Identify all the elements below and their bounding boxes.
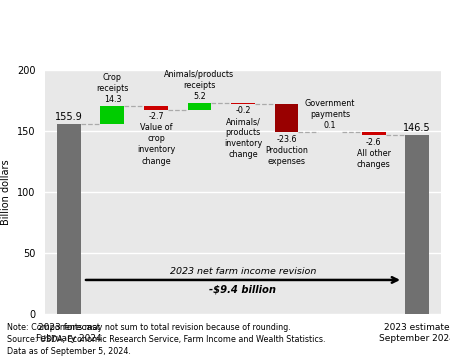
Text: 2023 net farm income revision: 2023 net farm income revision [170,267,316,276]
Bar [57,124,81,314]
Text: -2.7
Value of
crop
inventory
change: -2.7 Value of crop inventory change [137,112,175,165]
Bar [100,106,124,124]
Text: U.S. net farm income in 2023: Revisions between the February 2024
forecast and S: U.S. net farm income in 2023: Revisions … [7,18,447,42]
Text: -$9.4 billion: -$9.4 billion [210,284,276,294]
Text: -0.2
Animals/
products
inventory
change: -0.2 Animals/ products inventory change [224,106,262,159]
Text: -2.6
All other
changes: -2.6 All other changes [356,138,391,169]
Text: Government
payments
0.1: Government payments 0.1 [305,99,355,130]
Bar [274,103,298,132]
Y-axis label: Billion dollars: Billion dollars [1,159,11,225]
Text: -23.6
Production
expenses: -23.6 Production expenses [265,135,308,166]
Text: 146.5: 146.5 [403,123,431,133]
Bar [362,132,386,135]
Bar [188,103,212,109]
Bar [144,106,168,109]
Text: 155.9: 155.9 [55,112,83,122]
Text: Note: Components may not sum to total revision because of rounding.
Source: USDA: Note: Components may not sum to total re… [7,323,325,356]
Text: Crop
receipts
14.3: Crop receipts 14.3 [96,73,129,104]
Bar [405,135,429,314]
Text: Animals/products
receipts
5.2: Animals/products receipts 5.2 [164,70,234,101]
